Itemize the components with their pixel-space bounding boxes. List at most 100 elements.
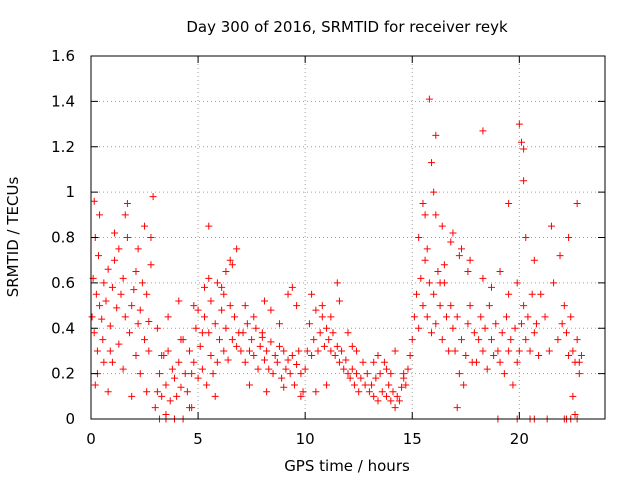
data-point — [464, 268, 472, 276]
data-point — [263, 388, 271, 396]
data-point — [524, 313, 532, 321]
data-point — [88, 313, 96, 321]
data-point — [108, 283, 116, 291]
data-point — [335, 297, 343, 305]
x-tick-label: 20 — [510, 430, 529, 448]
x-tick-label: 0 — [86, 430, 96, 448]
data-point — [267, 338, 275, 346]
data-point — [385, 381, 393, 389]
data-point — [318, 313, 326, 321]
data-point — [194, 306, 202, 314]
data-point — [393, 392, 401, 400]
data-point — [325, 336, 333, 344]
data-point — [168, 365, 176, 373]
data-point — [415, 324, 423, 332]
data-point — [550, 279, 558, 287]
data-point — [541, 313, 549, 321]
data-point — [573, 336, 581, 344]
data-point — [228, 261, 236, 269]
data-point — [119, 274, 127, 282]
data-point — [226, 256, 234, 264]
data-point — [254, 365, 262, 373]
data-point — [481, 324, 489, 332]
data-point — [571, 410, 579, 418]
data-point — [361, 381, 369, 389]
data-point — [455, 370, 463, 378]
data-point — [136, 370, 144, 378]
data-point — [207, 297, 215, 305]
data-point — [104, 265, 112, 273]
x-tick-label: 10 — [296, 430, 315, 448]
y-tick-label: 0 — [65, 410, 75, 428]
data-point — [513, 279, 521, 287]
data-point — [387, 397, 395, 405]
data-point — [487, 283, 495, 291]
data-point — [479, 274, 487, 282]
data-point — [308, 351, 316, 359]
data-point — [106, 347, 114, 355]
data-point — [252, 324, 260, 332]
data-point — [314, 347, 322, 355]
data-point — [128, 392, 136, 400]
data-point — [119, 365, 127, 373]
data-point — [547, 222, 555, 230]
y-tick-label: 0.6 — [51, 274, 75, 292]
y-tick-label: 0.8 — [51, 229, 75, 247]
data-point — [275, 342, 283, 350]
data-point — [428, 329, 436, 337]
data-point — [248, 336, 256, 344]
data-point — [177, 336, 185, 344]
data-point — [273, 358, 281, 366]
data-point — [245, 347, 253, 355]
data-point — [226, 302, 234, 310]
data-point — [104, 388, 112, 396]
data-point — [417, 274, 425, 282]
data-point — [280, 347, 288, 355]
data-point — [517, 320, 525, 328]
data-point — [565, 234, 573, 241]
data-point — [258, 329, 266, 337]
data-point — [505, 347, 513, 355]
data-point — [134, 320, 142, 328]
data-point — [188, 370, 196, 378]
y-tick-labels: 0 0.2 0.4 0.6 0.8 1 1.2 1.4 1.6 — [51, 47, 75, 428]
data-point — [233, 342, 241, 350]
data-point — [372, 374, 380, 382]
data-point — [145, 347, 153, 355]
data-point — [205, 329, 213, 337]
data-point — [305, 320, 313, 328]
data-point — [428, 159, 436, 167]
data-point — [147, 234, 155, 241]
data-point — [374, 397, 382, 405]
data-point — [338, 347, 346, 355]
data-point — [380, 358, 388, 366]
data-point — [344, 329, 352, 337]
data-point — [205, 222, 213, 230]
data-point — [496, 358, 504, 366]
data-point — [359, 358, 367, 366]
data-point — [545, 347, 553, 355]
data-point — [141, 222, 149, 230]
data-point — [149, 193, 157, 201]
data-point — [383, 365, 391, 373]
data-point — [333, 279, 341, 287]
data-point — [383, 392, 391, 400]
data-point — [348, 365, 356, 373]
data-point — [138, 279, 146, 287]
data-point — [175, 358, 183, 366]
data-point — [447, 302, 455, 310]
data-point — [470, 329, 478, 337]
data-point — [391, 347, 399, 355]
data-point — [513, 358, 521, 366]
data-point — [348, 342, 356, 350]
data-point — [573, 199, 581, 207]
data-point — [487, 336, 495, 344]
data-point — [102, 297, 110, 305]
data-point — [147, 261, 155, 269]
data-point — [265, 365, 273, 373]
data-point — [128, 302, 136, 310]
x-axis-label: GPS time / hours — [284, 457, 410, 475]
data-point — [413, 290, 421, 298]
data-point — [569, 392, 577, 400]
data-point — [198, 329, 206, 337]
